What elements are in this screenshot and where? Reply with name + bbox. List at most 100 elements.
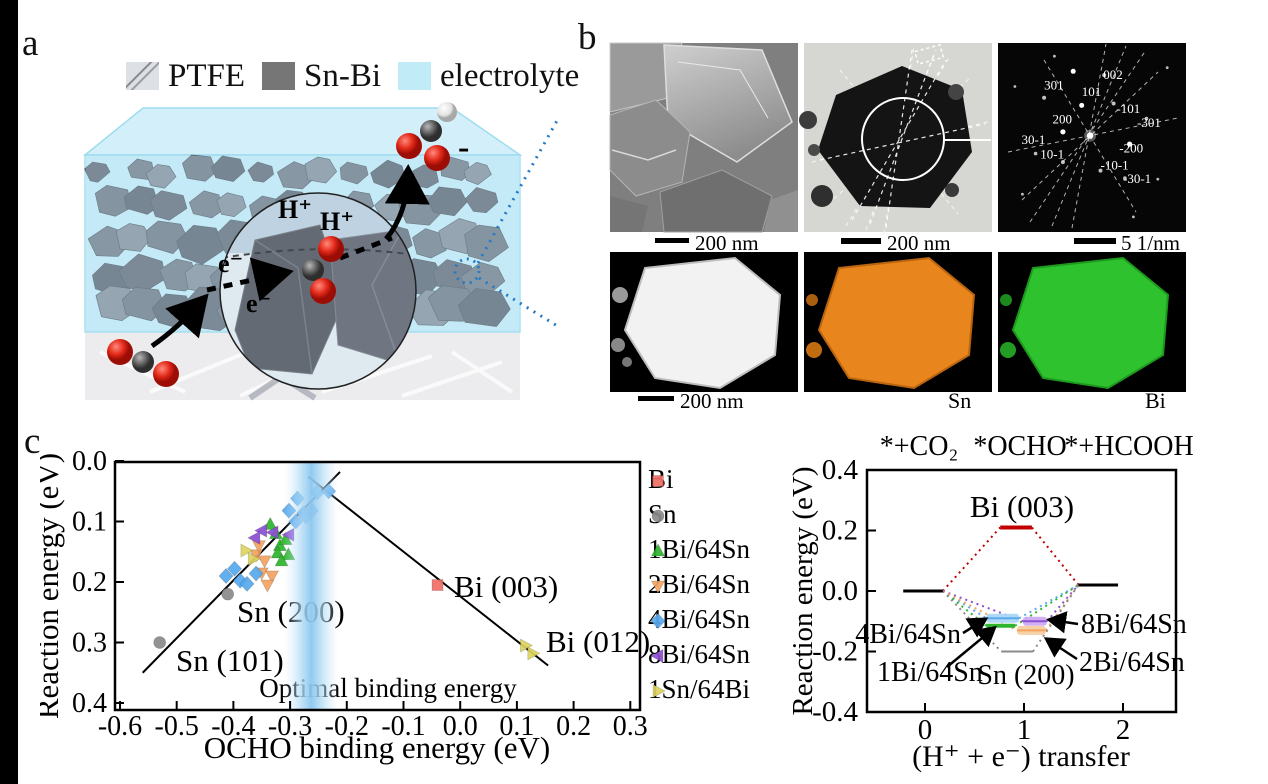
bi-eds-map bbox=[998, 252, 1186, 392]
saed-spot bbox=[1042, 95, 1047, 100]
scatter-point bbox=[270, 545, 285, 559]
diagram-annotation: 1Bi/64Sn bbox=[877, 657, 983, 688]
saed-spot bbox=[1013, 85, 1017, 88]
saed-spot bbox=[1156, 177, 1160, 181]
y-tick-label: 0.4 bbox=[822, 454, 859, 486]
negative-charge-label: - bbox=[458, 129, 469, 166]
saed-spot-label: -101 bbox=[1116, 101, 1140, 116]
state-label: *OCHO bbox=[973, 431, 1066, 462]
scatter-point bbox=[221, 587, 235, 601]
scatter-point bbox=[650, 612, 666, 629]
scatter-point bbox=[240, 543, 254, 558]
legend-item-electrolyte: electrolyte bbox=[398, 58, 580, 94]
legend-item-snbi: Sn-Bi bbox=[262, 58, 382, 94]
connector-line bbox=[942, 590, 987, 620]
axes-box bbox=[113, 460, 642, 712]
saed-spot bbox=[1132, 215, 1135, 219]
saed-spot bbox=[1144, 116, 1149, 121]
crystal-particle bbox=[182, 154, 217, 182]
saed-spot bbox=[1060, 160, 1065, 165]
annotation-arrow bbox=[962, 617, 989, 638]
crystal-particle bbox=[463, 161, 492, 185]
x-tick-label: 0 bbox=[918, 714, 933, 746]
state-label: *+HCOOH bbox=[1064, 431, 1193, 462]
tem-scalebar bbox=[841, 238, 881, 244]
saed-spot-label: -200 bbox=[1119, 141, 1143, 156]
x-tick-label: -0.4 bbox=[211, 711, 255, 742]
electrolyte-label: electrolyte bbox=[440, 58, 580, 94]
saed-spot bbox=[1111, 101, 1116, 106]
y-tick-label: 0.1 bbox=[72, 507, 107, 538]
scatter-point bbox=[651, 509, 665, 522]
x-axis-label: (H⁺ + e⁻) transfer bbox=[912, 740, 1130, 773]
saed-scalebar-label: 5 1/nm bbox=[1121, 231, 1180, 255]
scatter-point bbox=[248, 565, 264, 582]
diagram-annotation: 8Bi/64Sn bbox=[1081, 609, 1187, 640]
x-axis-label: OCHO binding energy (eV) bbox=[204, 730, 550, 765]
snbi-label: Sn-Bi bbox=[304, 58, 382, 94]
scatter-point bbox=[650, 648, 664, 663]
crystal-particle bbox=[94, 184, 131, 217]
sem-image bbox=[609, 42, 798, 233]
saed-spot-label: 301 bbox=[1044, 77, 1064, 92]
legend-marker bbox=[650, 580, 666, 594]
snbi-swatch bbox=[262, 62, 295, 90]
panel-c-letter: c bbox=[24, 421, 41, 462]
y-tick-label: 0.3 bbox=[72, 628, 107, 659]
y-axis-label: Reaction energy (eV) bbox=[40, 453, 65, 719]
facet-annotation: Bi (012) bbox=[546, 624, 650, 659]
scatter-point bbox=[650, 542, 666, 556]
optimal-binding-band bbox=[284, 462, 339, 710]
legend-label: 2Bi/64Sn bbox=[648, 569, 751, 599]
y-axis-label: Reaction energy (eV) bbox=[790, 466, 819, 715]
diagram-annotation: Sn (200) bbox=[977, 660, 1074, 691]
crystal-particle bbox=[247, 161, 274, 183]
y-tick-label: -0.4 bbox=[812, 696, 858, 728]
x-tick-label: -0.2 bbox=[325, 711, 369, 742]
crystal-particle bbox=[188, 190, 223, 219]
y-tick-label: 0.2 bbox=[822, 515, 858, 547]
legend-row: 1Bi/64Sn bbox=[648, 532, 750, 567]
sn-eds-map bbox=[804, 252, 992, 392]
saed-spot bbox=[1033, 151, 1038, 156]
formate-product-molecule bbox=[396, 102, 457, 171]
saed-spot-label: 200 bbox=[1053, 111, 1073, 126]
electron-dashed-arrow bbox=[206, 257, 294, 302]
y-tick-label: 0.0 bbox=[72, 446, 107, 477]
scatter-point bbox=[264, 570, 280, 584]
electrolyte-swatch bbox=[398, 62, 431, 90]
scatter-point bbox=[247, 551, 262, 567]
legend-marker bbox=[652, 683, 666, 698]
saed-scalebar bbox=[1074, 238, 1116, 244]
crystal-particle bbox=[464, 187, 499, 214]
zoom-link-dotted bbox=[453, 116, 560, 329]
saed-spot bbox=[1060, 129, 1066, 135]
legend-label: 1Sn/64Bi bbox=[648, 674, 751, 704]
scatter-point bbox=[527, 646, 541, 661]
connector-line bbox=[942, 526, 1001, 592]
sn-map-label: Sn bbox=[948, 388, 971, 413]
facet-annotation: Sn (101) bbox=[176, 643, 284, 678]
sem-scalebar-label: 200 nm bbox=[695, 231, 759, 255]
facet-annotation: Bi (003) bbox=[454, 569, 558, 604]
legend-marker bbox=[650, 542, 666, 556]
scatter-point bbox=[218, 567, 234, 585]
x-tick-label: 0.3 bbox=[613, 711, 648, 742]
saed-spot-label: -30-1 bbox=[1123, 171, 1151, 186]
panel-a-illustration: H⁺ H⁺ e⁻ e⁻ - bbox=[82, 102, 560, 401]
crystal-particle bbox=[464, 224, 509, 263]
legend-label: 4Bi/64Sn bbox=[648, 604, 751, 634]
electron-label-1: e⁻ bbox=[218, 249, 243, 278]
saed-spot bbox=[1086, 132, 1094, 139]
haadf-scalebar bbox=[638, 396, 674, 401]
x-tick-label: -0.3 bbox=[268, 711, 312, 742]
scatter-point bbox=[247, 530, 261, 546]
scatter-point bbox=[652, 474, 664, 487]
connector-line bbox=[1031, 526, 1080, 586]
left-black-margin bbox=[0, 0, 18, 784]
state-label: *+CO₂ bbox=[880, 431, 958, 462]
